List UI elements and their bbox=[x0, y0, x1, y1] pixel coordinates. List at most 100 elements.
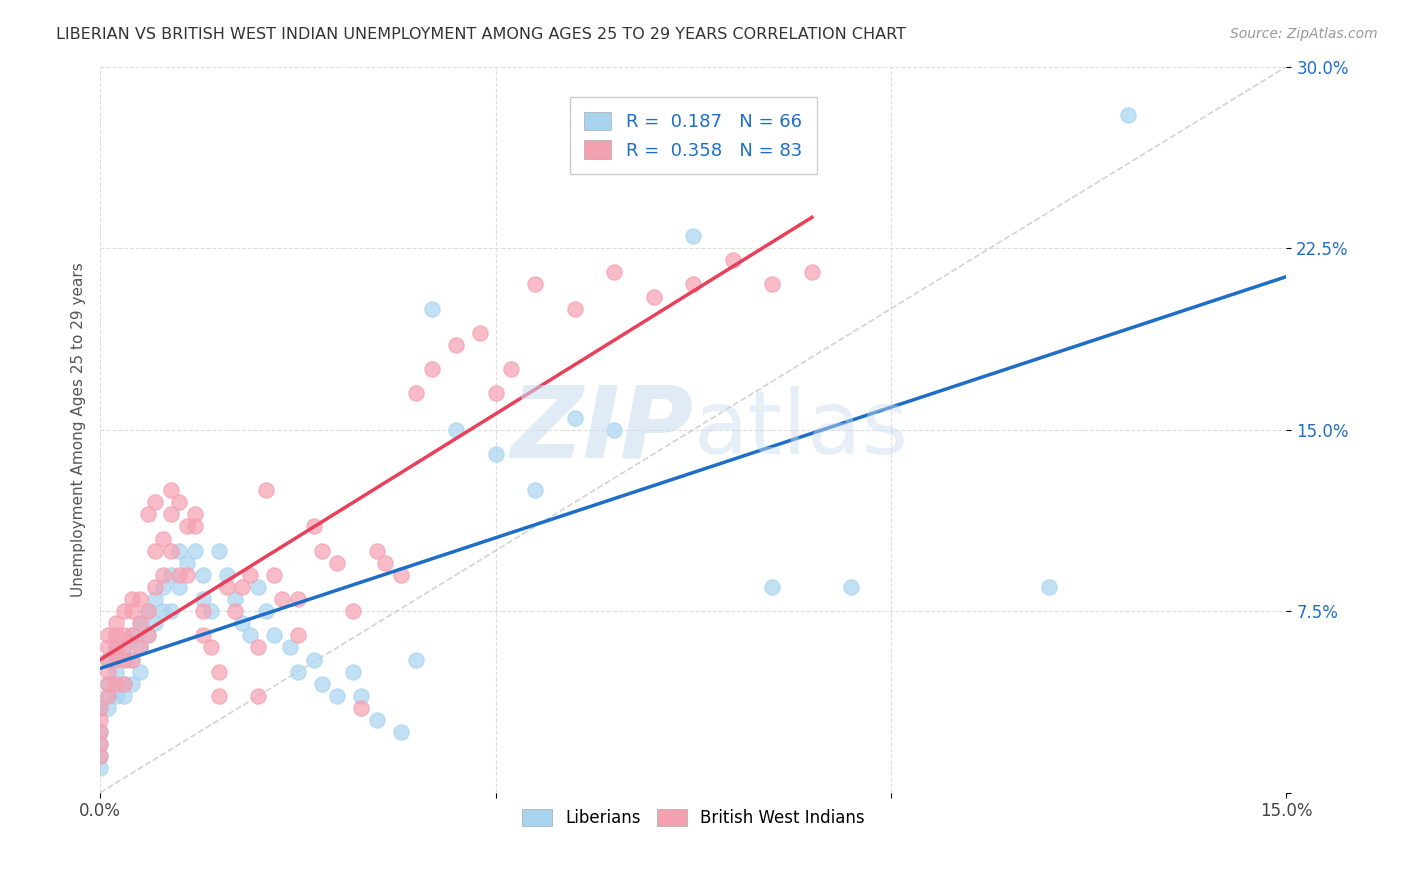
Point bbox=[136, 604, 159, 618]
Point bbox=[104, 665, 127, 679]
Point bbox=[104, 628, 127, 642]
Point bbox=[420, 301, 443, 316]
Point bbox=[761, 580, 783, 594]
Point bbox=[191, 604, 214, 618]
Point bbox=[366, 713, 388, 727]
Point bbox=[682, 229, 704, 244]
Point bbox=[97, 640, 120, 655]
Point bbox=[184, 543, 207, 558]
Point bbox=[104, 677, 127, 691]
Point bbox=[263, 567, 285, 582]
Point bbox=[326, 689, 349, 703]
Point bbox=[350, 701, 373, 715]
Point bbox=[145, 543, 167, 558]
Point bbox=[145, 580, 167, 594]
Legend: Liberians, British West Indians: Liberians, British West Indians bbox=[513, 800, 873, 835]
Point bbox=[311, 677, 333, 691]
Point bbox=[800, 265, 823, 279]
Point bbox=[200, 640, 222, 655]
Point bbox=[761, 277, 783, 292]
Point bbox=[231, 616, 253, 631]
Point bbox=[97, 652, 120, 666]
Point bbox=[484, 386, 506, 401]
Point bbox=[136, 604, 159, 618]
Point bbox=[287, 665, 309, 679]
Point bbox=[121, 592, 143, 607]
Point bbox=[200, 604, 222, 618]
Point bbox=[89, 737, 111, 751]
Point bbox=[89, 761, 111, 775]
Point bbox=[215, 580, 238, 594]
Point bbox=[128, 616, 150, 631]
Point bbox=[128, 665, 150, 679]
Point bbox=[112, 677, 135, 691]
Point bbox=[160, 543, 183, 558]
Point bbox=[326, 556, 349, 570]
Point bbox=[208, 543, 231, 558]
Point bbox=[366, 543, 388, 558]
Point bbox=[564, 301, 586, 316]
Point bbox=[176, 519, 198, 533]
Point bbox=[342, 604, 364, 618]
Point bbox=[184, 519, 207, 533]
Point bbox=[121, 628, 143, 642]
Text: atlas: atlas bbox=[693, 386, 908, 473]
Point bbox=[721, 253, 744, 268]
Point bbox=[89, 725, 111, 739]
Point bbox=[152, 532, 174, 546]
Point bbox=[145, 616, 167, 631]
Point bbox=[271, 592, 294, 607]
Point bbox=[1038, 580, 1060, 594]
Point bbox=[112, 640, 135, 655]
Point bbox=[112, 640, 135, 655]
Point bbox=[97, 677, 120, 691]
Point bbox=[112, 628, 135, 642]
Point bbox=[208, 665, 231, 679]
Point bbox=[128, 592, 150, 607]
Point bbox=[603, 265, 626, 279]
Y-axis label: Unemployment Among Ages 25 to 29 years: Unemployment Among Ages 25 to 29 years bbox=[72, 262, 86, 597]
Point bbox=[104, 616, 127, 631]
Point bbox=[89, 749, 111, 764]
Point bbox=[112, 604, 135, 618]
Point bbox=[112, 652, 135, 666]
Point bbox=[89, 701, 111, 715]
Point bbox=[121, 652, 143, 666]
Point bbox=[176, 567, 198, 582]
Point bbox=[97, 652, 120, 666]
Point bbox=[524, 277, 547, 292]
Point bbox=[231, 580, 253, 594]
Point bbox=[208, 689, 231, 703]
Point bbox=[247, 580, 270, 594]
Point bbox=[239, 567, 262, 582]
Point bbox=[468, 326, 491, 340]
Point bbox=[112, 652, 135, 666]
Point bbox=[1116, 108, 1139, 122]
Point bbox=[167, 567, 190, 582]
Point bbox=[263, 628, 285, 642]
Point bbox=[167, 495, 190, 509]
Point bbox=[160, 604, 183, 618]
Point bbox=[89, 701, 111, 715]
Point bbox=[444, 423, 467, 437]
Point bbox=[121, 628, 143, 642]
Point bbox=[389, 567, 412, 582]
Point bbox=[682, 277, 704, 292]
Point bbox=[104, 640, 127, 655]
Point bbox=[247, 640, 270, 655]
Point bbox=[97, 677, 120, 691]
Text: Source: ZipAtlas.com: Source: ZipAtlas.com bbox=[1230, 27, 1378, 41]
Point bbox=[112, 677, 135, 691]
Point bbox=[350, 689, 373, 703]
Text: ZIP: ZIP bbox=[510, 381, 693, 478]
Point bbox=[564, 410, 586, 425]
Point bbox=[405, 386, 427, 401]
Point bbox=[643, 289, 665, 303]
Point bbox=[302, 652, 325, 666]
Point bbox=[128, 640, 150, 655]
Point bbox=[97, 665, 120, 679]
Point bbox=[342, 665, 364, 679]
Point bbox=[89, 713, 111, 727]
Point bbox=[167, 580, 190, 594]
Point bbox=[524, 483, 547, 497]
